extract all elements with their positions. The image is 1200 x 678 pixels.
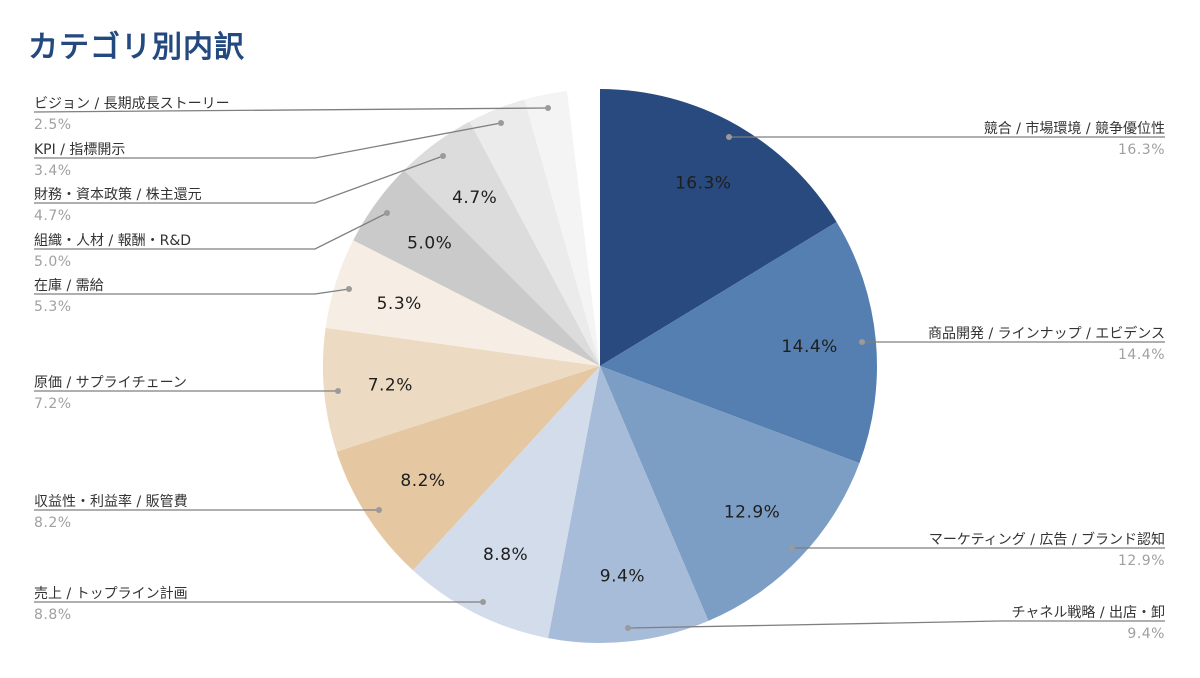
callout-category: ビジョン / 長期成長ストーリー [34,96,230,112]
leader-line [34,212,388,250]
callout-percent: 8.2% [34,515,72,531]
leader-line [34,155,444,204]
chart-title: カテゴリ別内訳 [28,30,245,65]
callout-category: 在庫 / 需給 [34,278,104,294]
slice-percent-label: 8.2% [400,471,445,491]
callout-percent: 3.4% [34,163,72,179]
callout-category: 収益性・利益率 / 販管費 [34,494,188,510]
callout-percent: 2.5% [34,117,72,133]
leader-dot [440,153,446,159]
callout-category: 売上 / トップライン計画 [34,586,188,602]
pie-slice [325,240,600,366]
callout-category: 財務・資本政策 / 株主還元 [34,187,202,203]
leader-line [627,620,1165,629]
pie-slice [353,170,600,366]
leader-dot [498,120,504,126]
callout-percent: 5.0% [34,254,72,270]
pie-slice [600,89,837,366]
leader-dot [859,339,865,345]
callout-category: マーケティング / 広告 / ブランド認知 [928,532,1165,548]
leader-line [34,122,502,159]
pie-slice [322,327,600,452]
slice-percent-label: 8.8% [483,545,528,565]
pie-slice-labels: 16.3% 14.4% 12.9% 9.4% 8.8% 8.2% 7.2% 5.3% 5.0% 4… [368,174,838,587]
pie-slice [600,222,877,464]
slice-percent-label: 12.9% [724,503,781,523]
callout-percent: 16.3% [1118,142,1165,158]
leader-line [33,107,549,113]
leader-dot [346,286,352,292]
pie-slice [404,121,600,366]
slice-percent-label: 5.0% [407,233,452,253]
pie-slice [336,366,600,571]
slice-percent-label: 5.3% [377,294,422,314]
callout-category: 組織・人材 / 報酬・R&D [34,233,192,249]
leader-dot [625,625,631,631]
pie-slice [600,366,860,621]
callout-percent: 9.4% [1127,626,1165,642]
callout-percent: 12.9% [1118,553,1165,569]
leader-line [34,288,350,295]
leader-dot [726,134,732,140]
slice-percent-label: 9.4% [600,566,645,586]
slice-percent-label: 7.2% [368,376,413,396]
leader-dot [335,388,341,394]
pie-slices [322,89,877,643]
callout-category: 原価 / サプライチェーン [34,375,187,391]
callout-percent: 5.3% [34,299,72,315]
pie-slice [469,99,600,367]
leader-dot [384,210,390,216]
callout-category: KPI / 指標開示 [34,142,126,158]
pie-slice [412,366,600,639]
leader-dot [480,599,486,605]
callout-percent: 14.4% [1118,347,1165,363]
callout-percent: 4.7% [34,208,72,224]
leader-lines [33,105,1165,631]
pie-slice [524,90,600,366]
leader-dot [545,105,551,111]
callout-category: 競合 / 市場環境 / 競争優位性 [983,121,1165,137]
leader-dot [376,507,382,513]
callout-percent: 8.8% [34,607,72,623]
slice-percent-label: 4.7% [452,188,497,208]
callout-percent: 7.2% [34,396,72,412]
leader-dot [789,545,795,551]
callout-category: 商品開発 / ラインナップ / エビデンス [928,326,1165,342]
callout-category: チャネル戦略 / 出店・卸 [1011,605,1165,621]
pie-slice [548,366,709,643]
slice-percent-label: 14.4% [781,337,838,357]
slice-percent-label: 16.3% [675,174,732,194]
